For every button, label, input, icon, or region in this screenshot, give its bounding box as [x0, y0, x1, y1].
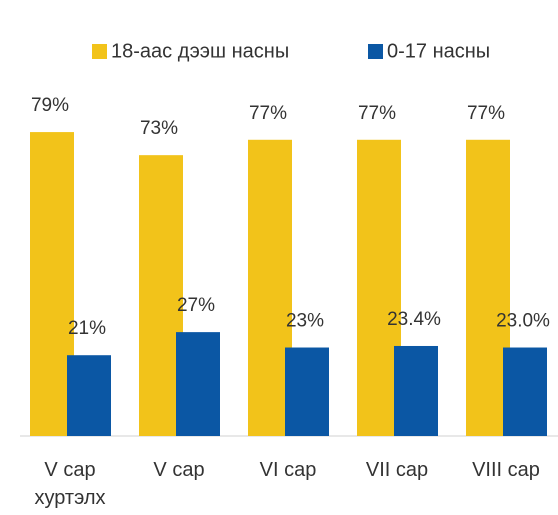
- value-label: 23%: [286, 311, 324, 332]
- bar: [394, 345, 438, 436]
- bar: [285, 347, 329, 436]
- bar: [248, 139, 292, 436]
- legend-label: 0-17 насны: [387, 40, 490, 62]
- bar: [503, 347, 547, 436]
- value-label: 73%: [140, 118, 178, 139]
- bar: [67, 355, 111, 436]
- x-tick-label: VIII сар: [472, 459, 540, 481]
- bar: [30, 132, 74, 437]
- value-label: 77%: [358, 103, 396, 124]
- bar: [357, 139, 401, 436]
- bar: [466, 139, 510, 436]
- legend-swatch: [368, 44, 383, 59]
- value-label: 23.0%: [496, 311, 550, 332]
- bar: [176, 332, 220, 436]
- x-tick-label: VII сар: [365, 459, 429, 481]
- value-label: 79%: [31, 95, 69, 116]
- legend-swatch: [92, 44, 107, 59]
- value-label: 27%: [177, 295, 215, 316]
- value-label: 21%: [68, 318, 106, 339]
- value-label: 77%: [467, 103, 505, 124]
- value-label: 23.4%: [387, 309, 441, 330]
- value-label: 77%: [249, 103, 287, 124]
- bar: [139, 155, 183, 436]
- x-tick-label: V сар: [153, 459, 205, 481]
- x-tick-label: VI сар: [259, 459, 317, 481]
- legend-label: 18-аас дээш насны: [111, 40, 289, 62]
- x-tick-label: V сар хуртэлх: [34, 459, 106, 509]
